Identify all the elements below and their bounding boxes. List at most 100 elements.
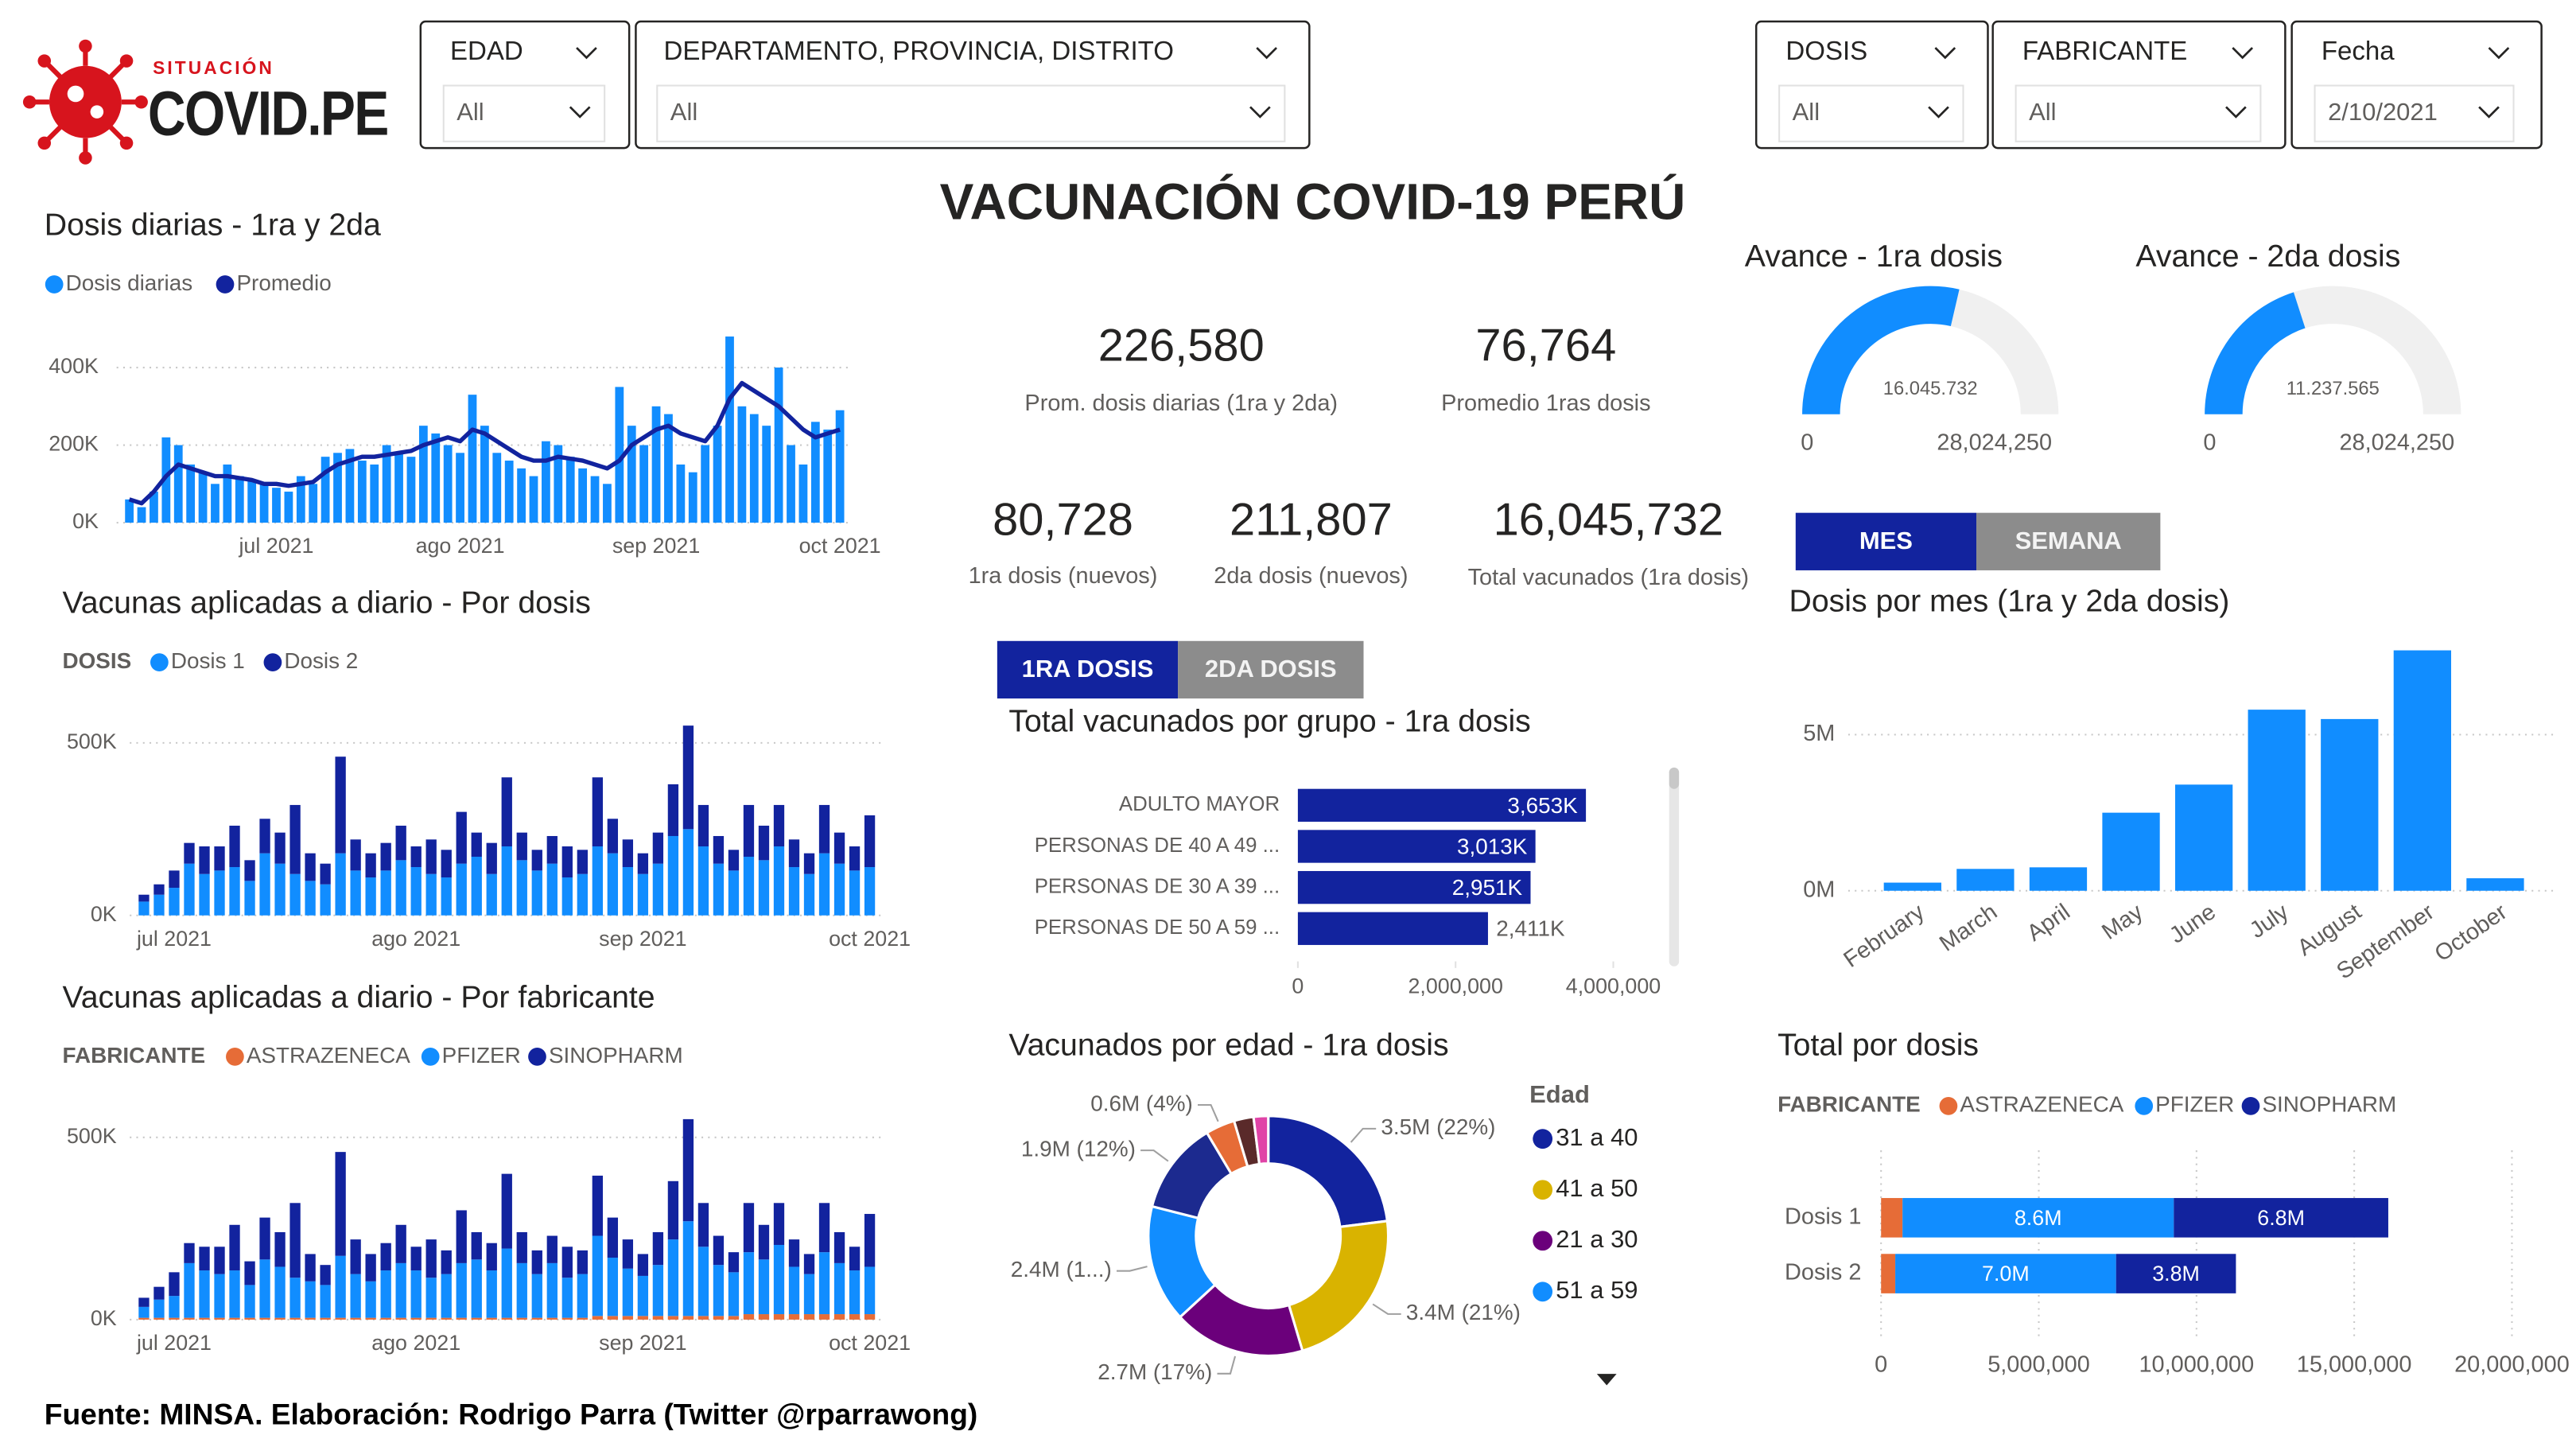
bar xyxy=(728,1272,740,1317)
bar xyxy=(441,877,452,916)
bar xyxy=(501,1173,512,1249)
bar xyxy=(184,1243,195,1263)
tab-button[interactable] xyxy=(997,640,1179,699)
bar xyxy=(395,1262,406,1318)
dropdown-chevron[interactable] xyxy=(1928,106,1949,119)
bar xyxy=(418,426,428,523)
legend-label: SINOPHARM xyxy=(549,1043,683,1068)
bar xyxy=(713,426,722,523)
legend-swatch xyxy=(45,275,64,294)
bar xyxy=(380,1317,391,1320)
bar xyxy=(833,1262,845,1315)
bar xyxy=(406,457,416,523)
bar xyxy=(259,484,269,523)
filter-chevron[interactable] xyxy=(1256,47,1277,60)
bar xyxy=(1297,870,1531,904)
bar xyxy=(501,777,512,846)
bar xyxy=(615,387,624,523)
bar xyxy=(728,850,740,871)
tab-button[interactable] xyxy=(1178,640,1364,699)
bar xyxy=(713,863,725,916)
bar xyxy=(577,850,588,874)
bar xyxy=(153,1286,165,1300)
bar xyxy=(305,881,316,916)
dropdown-chevron[interactable] xyxy=(569,106,591,119)
kpi-value: 211,807 xyxy=(1230,494,1393,545)
tab-label[interactable]: MES xyxy=(1859,527,1913,554)
bar xyxy=(676,464,686,523)
bar xyxy=(788,867,800,916)
tab-label[interactable]: 1RA DOSIS xyxy=(1022,655,1154,683)
bar xyxy=(199,1270,210,1318)
bar xyxy=(244,1261,255,1285)
bar xyxy=(138,1306,150,1318)
tab-button[interactable] xyxy=(1795,512,1977,570)
x-tick-label: 0 xyxy=(1875,1352,1887,1377)
bar xyxy=(713,1316,725,1320)
legend-title: DOSIS xyxy=(62,648,131,673)
x-tick-label: oct 2021 xyxy=(829,927,911,951)
legend-label: Promedio xyxy=(236,270,331,295)
x-tick-label: jul 2021 xyxy=(238,534,313,558)
bar-segment xyxy=(1881,1254,1896,1293)
bar xyxy=(639,445,649,523)
value-label: 8.6M xyxy=(2015,1206,2062,1230)
y-tick-label: 0M xyxy=(1803,877,1835,902)
bar xyxy=(214,1247,225,1274)
bar xyxy=(138,1297,150,1307)
bar xyxy=(697,1203,709,1247)
bar xyxy=(2029,867,2088,891)
bar xyxy=(272,488,281,523)
dropdown-value: 2/10/2021 xyxy=(2328,98,2438,126)
legend-swatch xyxy=(2135,1097,2154,1115)
legend-label: 31 a 40 xyxy=(1556,1123,1638,1151)
bar xyxy=(577,1317,588,1320)
bar xyxy=(531,1250,542,1274)
bar xyxy=(309,484,318,523)
dropdown[interactable] xyxy=(2015,84,2262,142)
bar xyxy=(758,1314,770,1320)
bar xyxy=(456,1317,467,1320)
bar xyxy=(818,1203,830,1253)
dropdown-chevron[interactable] xyxy=(2225,106,2247,119)
tab-button[interactable] xyxy=(1976,512,2161,570)
dropdown-chevron[interactable] xyxy=(1249,106,1271,119)
dropdown-value: All xyxy=(670,98,697,126)
bar xyxy=(531,1274,542,1318)
dropdown-value: All xyxy=(2029,98,2056,126)
filter-chevron[interactable] xyxy=(576,47,597,60)
bar xyxy=(803,1274,815,1315)
filter-chevron[interactable] xyxy=(1934,47,1956,60)
bar xyxy=(320,1265,331,1285)
filter-chevron[interactable] xyxy=(2232,47,2254,60)
bar xyxy=(501,1317,512,1320)
bar xyxy=(456,1262,467,1318)
bar xyxy=(682,725,694,830)
dropdown-chevron[interactable] xyxy=(2478,106,2500,119)
dropdown[interactable] xyxy=(656,84,1286,142)
tab-label[interactable]: 2DA DOSIS xyxy=(1205,655,1337,683)
donut-slice xyxy=(1267,1114,1389,1229)
bar xyxy=(335,1317,346,1320)
kpi-value: 76,764 xyxy=(1475,320,1616,371)
tab-label[interactable]: SEMANA xyxy=(2015,527,2122,554)
legend-scroll-arrow[interactable] xyxy=(1596,1374,1617,1386)
bar xyxy=(682,1118,694,1222)
bar xyxy=(774,368,783,523)
bar xyxy=(1297,912,1488,945)
filter-chevron[interactable] xyxy=(2488,47,2510,60)
bar xyxy=(561,1247,573,1278)
dropdown[interactable] xyxy=(2314,84,2515,142)
bar xyxy=(803,1314,815,1320)
x-tick-label: ago 2021 xyxy=(371,927,460,951)
bar xyxy=(229,867,240,916)
legend-swatch xyxy=(1533,1282,1553,1302)
bar xyxy=(2321,718,2379,891)
bar xyxy=(480,426,489,523)
bar xyxy=(864,1214,876,1267)
bar xyxy=(169,1296,180,1318)
dropdown[interactable] xyxy=(1778,84,1964,142)
bar xyxy=(531,850,542,871)
bar xyxy=(627,426,636,523)
